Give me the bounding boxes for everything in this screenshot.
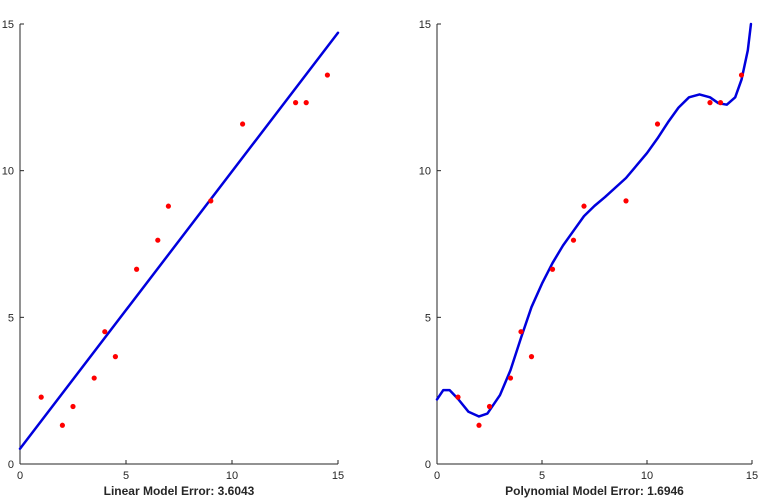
x-tick-label: 5 [539,470,545,482]
data-point [738,72,745,78]
data-point [581,203,587,209]
data-point [476,422,482,428]
data-point [112,354,118,360]
x-tick-label: 0 [434,470,440,482]
data-point [324,72,330,78]
data-point [91,375,97,381]
x-tick-label: 0 [17,470,23,482]
data-point [293,100,299,106]
data-point [70,403,76,410]
data-point [518,329,524,335]
y-tick-label: 10 [419,166,431,178]
y-tick-label: 0 [425,459,431,471]
data-point [717,100,724,106]
data-point [654,121,661,127]
data-point [623,198,629,204]
data-point [486,403,493,410]
data-point [707,100,713,106]
data-point [38,394,44,400]
polynomial-fit-line [435,22,753,418]
x-tick-label: 10 [226,470,238,482]
x-axis-label: Linear Model Error: 3.6043 [104,484,255,498]
data-point [134,266,140,272]
y-tick-label: 5 [425,312,431,324]
data-point [240,121,246,127]
y-tick-label: 15 [419,19,431,31]
data-point [507,375,514,381]
data-point [155,237,161,243]
data-point [528,354,535,360]
data-point [455,394,461,400]
polynomial-model-plot: 0 5 10 15 0 5 10 15 Polynomial Model Error: 1.69… [419,19,758,498]
data-point [549,266,556,272]
data-point [165,203,171,209]
data-point [208,198,214,204]
x-tick-label: 10 [641,470,653,482]
y-tick-label: 10 [2,166,14,178]
x-tick-label: 15 [332,470,344,482]
data-point [570,237,577,243]
y-tick-label: 5 [8,312,14,324]
x-tick-label: 5 [123,470,129,482]
linear-model-plot: 0 5 10 15 0 5 10 15 Linear Model Error: 3.6043 [2,19,344,498]
data-point [303,100,309,106]
y-tick-label: 15 [2,19,14,31]
y-tick-label: 0 [8,459,14,471]
data-point [102,329,108,335]
x-axis-label: Polynomial Model Error: 1.6946 [505,484,684,498]
x-tick-label: 15 [746,470,758,482]
linear-fit-line [18,31,340,450]
data-point [59,422,65,428]
